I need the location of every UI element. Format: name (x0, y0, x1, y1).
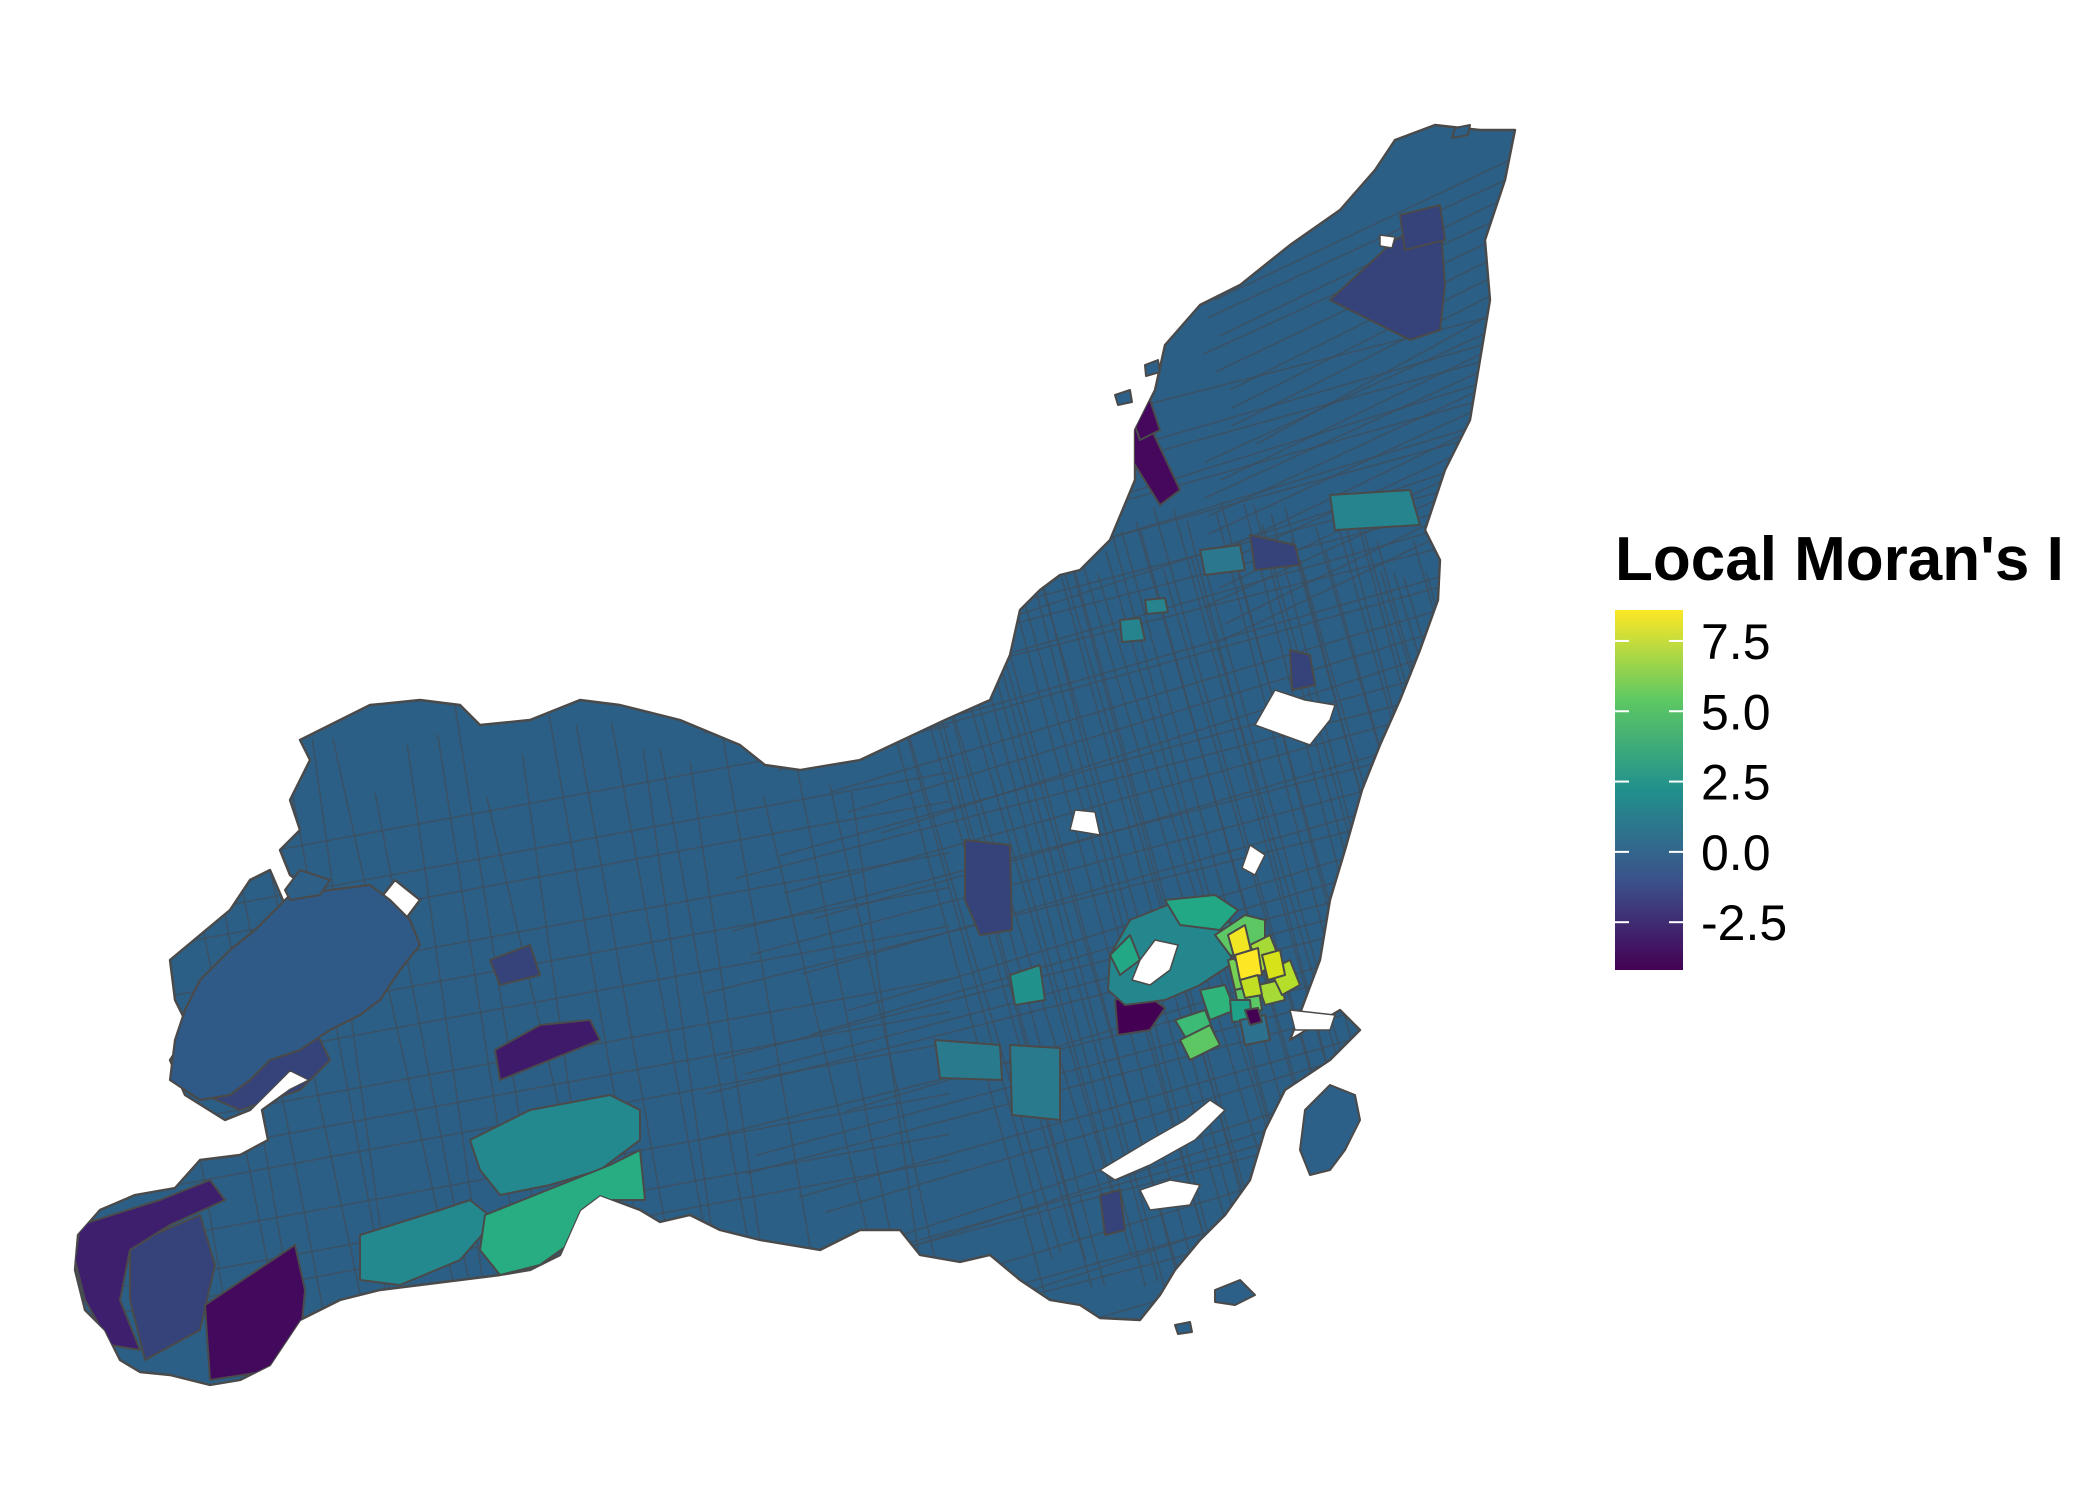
legend-tick-label: 0.0 (1701, 825, 1771, 881)
ile-des-soeurs-and-islands (1114, 124, 1471, 1335)
park-holes (1069, 234, 1396, 1211)
montreal-island (73, 123, 1517, 1387)
legend-tick-label: 5.0 (1701, 684, 1771, 740)
colorbar (1615, 610, 1683, 970)
legend-tick-label: 7.5 (1701, 614, 1771, 670)
legend-tick-label: -2.5 (1701, 895, 1787, 951)
legend: Local Moran's I 7.5 5.0 2.5 0.0 -2.5 (1615, 525, 2064, 970)
legend-ticks: 7.5 5.0 2.5 0.0 -2.5 (1615, 614, 1787, 951)
legend-title: Local Moran's I (1615, 525, 2064, 594)
legend-tick-label: 2.5 (1701, 755, 1771, 811)
ile-perrot-north (284, 869, 331, 901)
ile-bizard (168, 883, 422, 1102)
